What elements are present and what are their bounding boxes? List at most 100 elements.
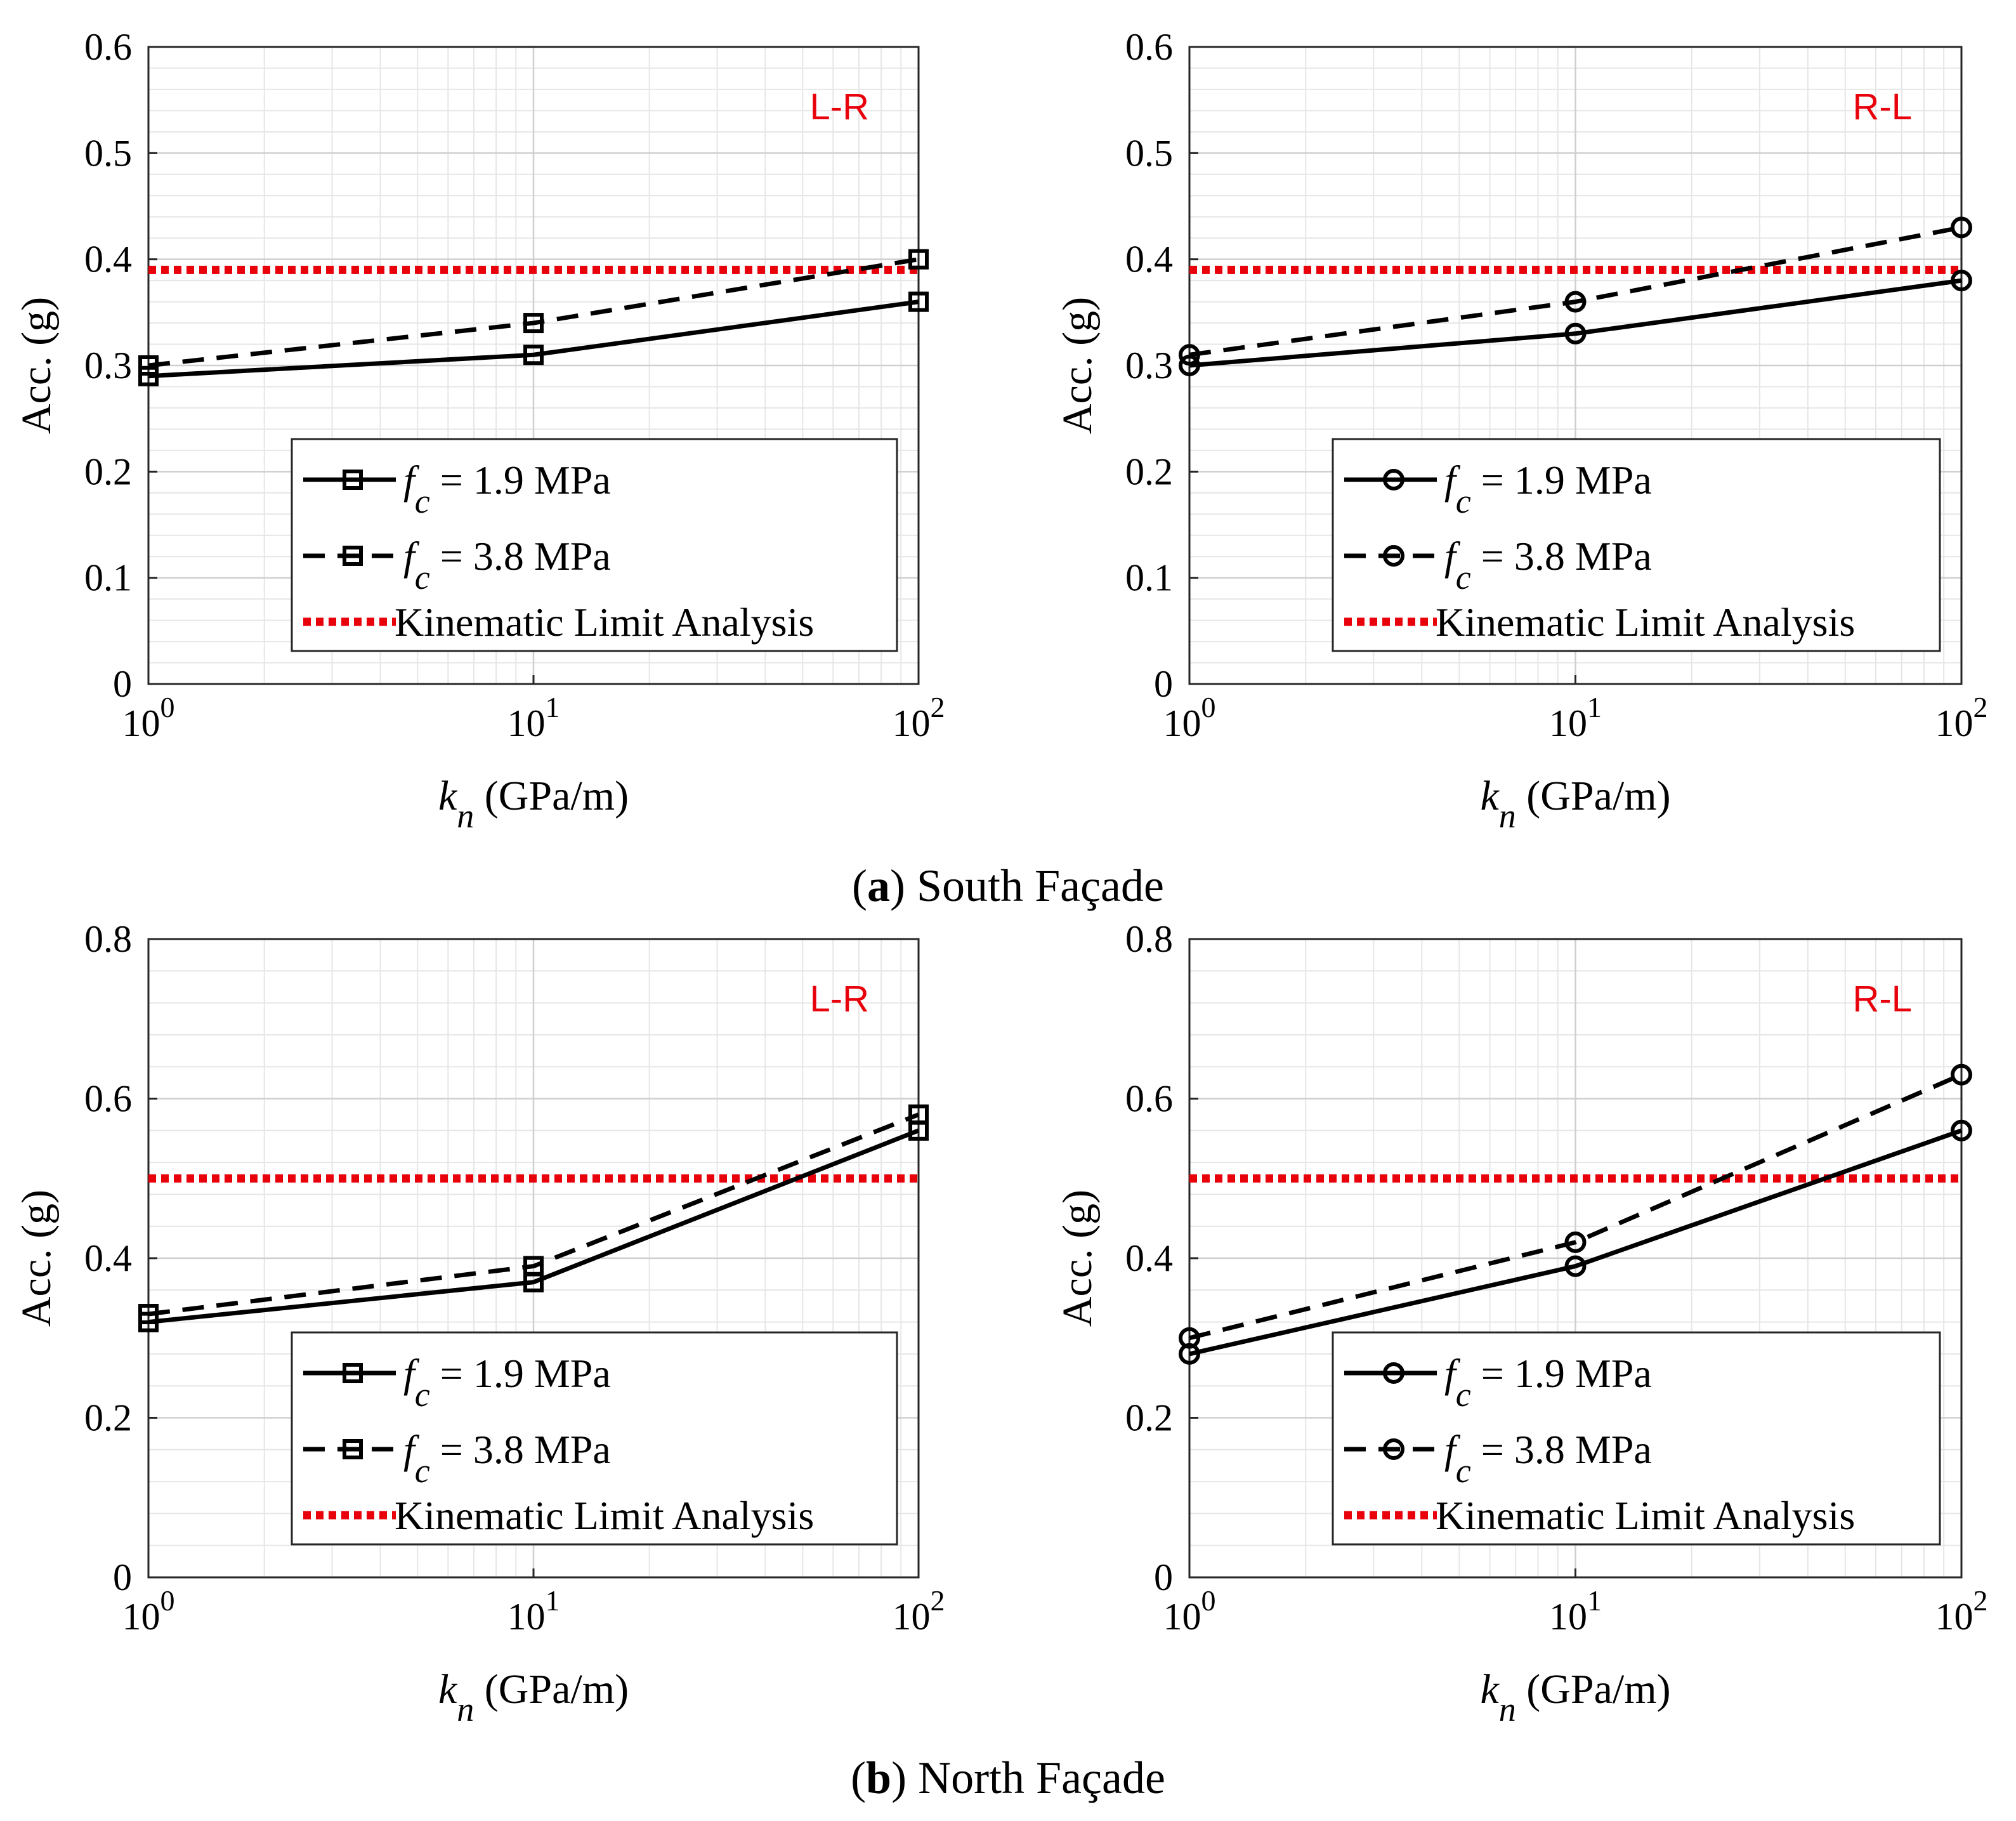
series-line-2 [148, 1112, 920, 1317]
legend-marker-2 [343, 546, 363, 566]
series-2-point [1951, 1063, 1972, 1086]
y-tick-label: 0.2 [1125, 1397, 1173, 1439]
y-axis-label: Acc. (g) [13, 1190, 60, 1327]
caption-a: (a) South Façade [852, 860, 1164, 911]
legend-box [291, 1331, 898, 1546]
legend-rest: = 3.8 MPa [1471, 534, 1652, 579]
y-tick-label: 0.5 [1125, 132, 1173, 174]
x-tick-exponent: 1 [546, 1584, 560, 1617]
y-tick-label: 0.2 [84, 1397, 132, 1439]
x-tick-base: 10 [1163, 702, 1201, 744]
x-tick-base: 10 [893, 1596, 931, 1638]
direction-label: R-L [1853, 86, 1912, 128]
series-line-1 [148, 1128, 920, 1325]
legend-rest: = 3.8 MPa [430, 1427, 611, 1472]
x-tick-base: 10 [122, 702, 160, 744]
x-tick-label: 101 [1549, 691, 1602, 744]
legend-box [1332, 438, 1941, 652]
series-2-point [908, 1104, 929, 1125]
y-tick-label: 0 [113, 663, 132, 705]
legend-sub: c [415, 1452, 430, 1490]
series-line-2 [1189, 1072, 1963, 1341]
series-line-1 [148, 299, 919, 379]
direction-label: R-L [1853, 978, 1912, 1020]
x-axis-label: kn (GPa/m) [438, 1666, 629, 1728]
series-2-point [1564, 1231, 1587, 1253]
x-label-sub: n [457, 797, 474, 835]
series-2-point [138, 355, 159, 376]
legend-marker-1 [343, 1363, 363, 1383]
legend-box [1332, 1331, 1941, 1546]
legend-limit-label: Kinematic Limit Analysis [395, 1493, 814, 1538]
series-2-point [1564, 291, 1587, 313]
caption-b: (b) North Façade [851, 1752, 1165, 1803]
x-tick-label: 101 [507, 1584, 560, 1638]
y-tick-label: 0 [1154, 1556, 1173, 1598]
series-2-point [523, 1256, 544, 1277]
y-tick-label: 0.2 [84, 450, 132, 492]
series-2-point [1179, 344, 1200, 366]
legend-marker-1 [1383, 469, 1404, 490]
y-tick-label: 0.4 [1125, 239, 1173, 280]
y-tick-label: 0.2 [1125, 450, 1173, 492]
legend-sub: c [1456, 1452, 1471, 1490]
x-label-var: k [438, 1666, 458, 1713]
legend-label-1: fc = 1.9 MPa [403, 1351, 611, 1414]
x-tick-label: 101 [1549, 1584, 1602, 1638]
y-tick-label: 0.6 [84, 1078, 132, 1120]
x-label-var: k [1480, 1666, 1500, 1713]
legend-rest: = 1.9 MPa [430, 457, 611, 503]
x-tick-label: 100 [1163, 691, 1216, 744]
y-tick-label: 0 [113, 1556, 132, 1598]
x-tick-exponent: 2 [931, 1584, 945, 1617]
y-tick-label: 0.4 [84, 239, 132, 280]
x-tick-exponent: 2 [1973, 1584, 1988, 1617]
legend-rest: = 1.9 MPa [1471, 457, 1652, 503]
direction-label: L-R [810, 86, 869, 128]
x-tick-label: 102 [1935, 1584, 1988, 1638]
legend-label-2: fc = 3.8 MPa [1444, 534, 1652, 596]
caption-a-letter: a [867, 860, 890, 911]
y-tick-label: 0.4 [84, 1237, 132, 1279]
y-tick-label: 0.6 [84, 26, 132, 68]
legend-sub: c [415, 1376, 430, 1414]
x-label-var: k [438, 773, 458, 819]
y-tick-label: 0.6 [1125, 26, 1173, 68]
legend-sub: c [1456, 558, 1471, 596]
y-tick-label: 0.1 [1125, 557, 1173, 599]
x-tick-label: 102 [893, 1584, 945, 1638]
x-tick-label: 100 [1163, 1584, 1216, 1638]
y-tick-label: 0.3 [1125, 345, 1173, 386]
x-tick-base: 10 [507, 702, 546, 744]
y-tick-label: 0.8 [1125, 918, 1173, 960]
x-axis-label: kn (GPa/m) [1480, 773, 1670, 835]
legend-sub: c [1456, 1376, 1471, 1414]
x-label-sub: n [457, 1690, 474, 1728]
series-1-point [1564, 1255, 1587, 1277]
legend-label-2: fc = 3.8 MPa [403, 1427, 611, 1490]
series-1-point [523, 345, 544, 365]
x-tick-exponent: 1 [546, 691, 560, 723]
x-label-sub: n [1499, 797, 1516, 835]
series-2-point [1179, 1327, 1200, 1349]
caption-a-text: South Façade [917, 860, 1164, 911]
x-tick-label: 100 [122, 691, 175, 744]
x-tick-label: 100 [122, 1584, 175, 1638]
series-line-1 [1189, 278, 1962, 368]
series-1-point [138, 365, 159, 386]
x-label-unit: (GPa/m) [1516, 773, 1671, 819]
legend-rest: = 3.8 MPa [430, 534, 611, 579]
x-tick-base: 10 [1163, 1596, 1201, 1638]
series-1-point [1951, 270, 1972, 292]
legend-marker-2 [1383, 545, 1404, 567]
legend-label-1: fc = 1.9 MPa [1444, 1351, 1652, 1414]
x-tick-exponent: 0 [1201, 1584, 1216, 1617]
legend-rest: = 1.9 MPa [430, 1351, 611, 1396]
legend-marker-1 [1383, 1362, 1404, 1384]
x-tick-base: 10 [1935, 1596, 1973, 1638]
legend-rest: = 1.9 MPa [1471, 1351, 1652, 1396]
